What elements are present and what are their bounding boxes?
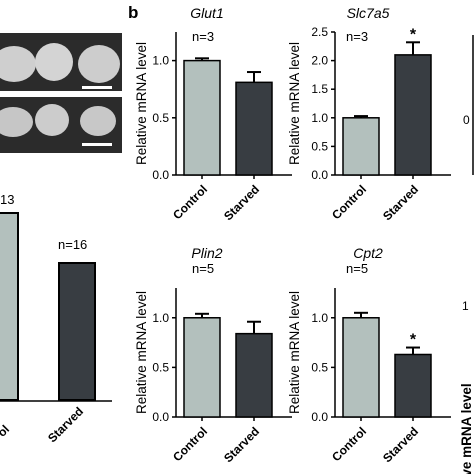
y-axis-label: Relative mRNA level bbox=[134, 291, 149, 414]
y-tick-label: 1.0 bbox=[311, 311, 328, 325]
y-axis-label: Relative mRNA level bbox=[287, 291, 302, 414]
chart-slc7a5: Slc7a5 n=3 Relative mRNA level 0.0 0.5 1.0 1.5… bbox=[287, 5, 451, 223]
right-edge-ylabel: ve mRNA level bbox=[459, 383, 474, 474]
scale-bar-bottom bbox=[82, 143, 112, 146]
category-label: Control bbox=[329, 424, 369, 464]
chart-title: Cpt2 bbox=[353, 245, 383, 261]
panel-letter-b: b bbox=[128, 3, 138, 22]
bar-control bbox=[342, 317, 380, 418]
significance-star: * bbox=[410, 26, 417, 43]
bar-control bbox=[183, 317, 221, 418]
y-tick-label: 0.0 bbox=[311, 410, 328, 424]
n-label: n=3 bbox=[192, 29, 214, 44]
right-edge-partial: 0 1 ve mRNA level bbox=[459, 35, 474, 474]
y-tick-label: 0.0 bbox=[152, 168, 169, 182]
panel-a-n-label-control: 13 bbox=[0, 192, 14, 207]
y-tick-label: 0.0 bbox=[311, 168, 328, 182]
y-tick-label: 0.5 bbox=[152, 111, 169, 125]
category-label: Control bbox=[329, 182, 369, 222]
panel-a-n-label-starved: n=16 bbox=[58, 237, 87, 252]
y-tick-label: 0.5 bbox=[152, 360, 169, 374]
n-label: n=5 bbox=[192, 261, 214, 276]
y-tick-label: 0.5 bbox=[311, 360, 328, 374]
chart-title: Slc7a5 bbox=[347, 5, 390, 21]
y-tick-label: 1.5 bbox=[311, 82, 328, 96]
bar-control bbox=[183, 59, 221, 176]
panel-a-cat-starved: Starved bbox=[45, 404, 86, 445]
embryo-bottom-3 bbox=[80, 106, 116, 136]
bar-starved bbox=[394, 353, 432, 418]
embryo-bottom-1 bbox=[0, 107, 33, 137]
y-tick-label: 0.5 bbox=[311, 139, 328, 153]
bar-control bbox=[342, 117, 380, 176]
panel-a-chart: 13 n=16 ol Starved bbox=[0, 192, 112, 445]
panel-a-bar-control bbox=[0, 212, 19, 401]
y-tick-label: 1.0 bbox=[311, 111, 328, 125]
category-label: Control bbox=[170, 424, 210, 464]
embryo-top-1 bbox=[0, 46, 36, 82]
embryo-bottom-2 bbox=[35, 104, 69, 136]
bar-starved bbox=[394, 54, 432, 176]
right-edge-tick-bottom: 1 bbox=[462, 299, 469, 313]
right-edge-tick-top: 0 bbox=[463, 113, 470, 127]
category-label: Starved bbox=[221, 424, 262, 465]
y-tick-label: 1.0 bbox=[152, 311, 169, 325]
bar-starved bbox=[235, 81, 273, 176]
y-tick-label: 2.5 bbox=[311, 25, 328, 39]
panel-a-cat-control: ol bbox=[0, 422, 12, 439]
chart-title: Plin2 bbox=[191, 245, 222, 261]
significance-star: * bbox=[410, 332, 417, 349]
embryo-top-2 bbox=[35, 43, 73, 81]
scale-bar-top bbox=[82, 86, 112, 89]
y-tick-label: 0.0 bbox=[152, 410, 169, 424]
category-label: Starved bbox=[380, 182, 421, 223]
n-label: n=5 bbox=[346, 261, 368, 276]
y-axis-label: Relative mRNA level bbox=[287, 42, 302, 165]
y-axis-label: Relative mRNA level bbox=[134, 42, 149, 165]
y-tick-label: 1.0 bbox=[152, 54, 169, 68]
y-tick-label: 2.0 bbox=[311, 54, 328, 68]
chart-title: Glut1 bbox=[190, 5, 223, 21]
panel-a-bar-starved bbox=[58, 262, 96, 401]
panel-a-images bbox=[0, 33, 122, 153]
bar-starved bbox=[235, 332, 273, 418]
category-label: Starved bbox=[380, 424, 421, 465]
category-label: Control bbox=[170, 182, 210, 222]
n-label: n=3 bbox=[346, 29, 368, 44]
category-label: Starved bbox=[221, 182, 262, 223]
embryo-top-3 bbox=[78, 45, 120, 83]
